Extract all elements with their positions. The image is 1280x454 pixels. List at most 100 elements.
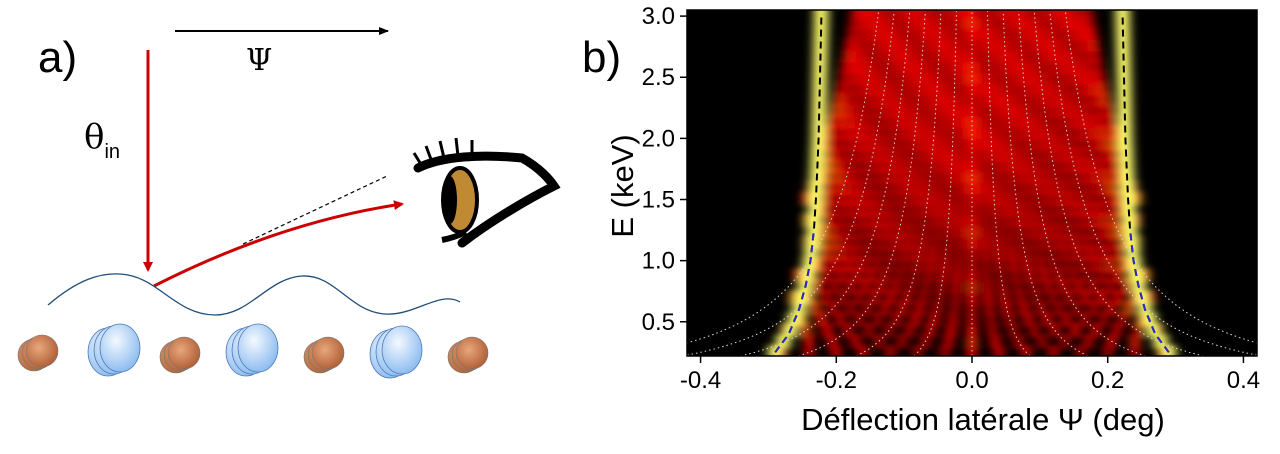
heatmap-plot [687,10,1257,356]
heatmap-cell [838,290,847,305]
heatmap-cell [967,180,977,195]
heatmap-cell [885,213,894,228]
heatmap-cell [1072,125,1081,140]
heatmap-cell [995,114,1005,129]
heatmap-cell [921,279,931,294]
heatmap-cell [927,26,937,41]
theta-in-label: θin [84,117,120,163]
heatmap-cell [1028,158,1038,173]
heatmap-cell [1054,301,1064,316]
heatmap-cell [1088,26,1096,41]
heatmap-cell [866,114,874,129]
heatmap-cell [891,125,901,140]
heatmap-cell [842,202,851,217]
heatmap-cell [919,136,929,151]
heatmap-cell [1120,279,1129,294]
heatmap-cell [991,37,1002,52]
heatmap-cell [882,224,891,239]
heatmap-cell [975,81,986,96]
heatmap-cell [951,279,962,294]
heatmap-cell [933,202,943,217]
heatmap-cell [803,213,811,228]
heatmap-cell [967,48,977,63]
heatmap-cell [901,246,911,261]
heatmap-cell [863,169,872,184]
heatmap-cell [798,312,807,327]
heatmap-cell [1137,312,1146,327]
heatmap-cell [939,257,950,272]
heatmap-cell [846,37,854,52]
rainbow-intensity-cell [1117,92,1132,107]
heatmap-cell [967,323,977,338]
heatmap-cell [938,268,948,283]
atom-row [17,323,489,379]
heatmap-cell [815,279,824,294]
heatmap-cell [923,81,933,96]
heatmap-cell [941,70,951,85]
heatmap-cell [998,169,1009,184]
heatmap-cell [997,147,1007,162]
heatmap-cell [1107,235,1116,250]
heatmap-cell [1030,10,1039,19]
heatmap-cell [1033,37,1042,52]
diffraction-order-curve [798,11,926,356]
heatmap-cell [915,81,924,96]
heatmap-cell [1025,136,1035,151]
heatmap-cell [1096,180,1105,195]
heatmap-cell [844,48,852,63]
heatmap-cell [1041,37,1050,52]
heatmap-cell [823,246,831,261]
rainbow-angle-lines [774,16,1170,353]
heatmap-cell [1022,257,1032,272]
heatmap-cell [1113,246,1121,261]
heatmap-cell [1010,70,1020,85]
heatmap-cell [1086,246,1095,261]
heatmap-cell [931,213,942,228]
heatmap-cell [1012,92,1022,107]
heatmap-cell [999,15,1009,30]
heatmap-cell [1109,213,1118,228]
heatmap-cell [922,103,932,118]
heatmap-cell [868,48,877,63]
heatmap-cell [947,136,958,151]
heatmap-cell [866,268,876,283]
heatmap-cell [942,48,952,63]
heatmap-cell [941,235,952,250]
rainbow-intensity-cell [812,92,827,107]
heatmap-cell [943,26,953,41]
heatmap-cell [1055,136,1064,151]
heatmap-cell [789,290,798,305]
heatmap-cell [907,70,917,85]
heatmap-cell [871,180,880,195]
heatmap-cell [1089,301,1098,316]
heatmap-cell [1099,81,1107,96]
x-tick-label: -0.2 [816,367,857,394]
heatmap-cell [1074,37,1082,52]
heatmap-cell [905,323,915,338]
heatmap-cell [848,26,856,41]
heatmap-cell [938,136,948,151]
heatmap-cell [1102,224,1110,239]
heatmap-cell [1073,213,1083,228]
heatmap-cell [957,147,967,162]
heatmap-cell [1020,246,1030,261]
eye-icon [412,137,561,248]
heatmap-cell [1090,37,1098,52]
heatmap-cell [1013,114,1023,129]
heatmap-cell [914,246,924,261]
heatmap-cell [901,48,910,63]
heatmap-cell [1042,48,1051,63]
heatmap-cell [820,202,828,217]
heatmap-cell [1004,312,1015,327]
heatmap-cell [979,235,990,250]
heatmap-cell [1081,81,1090,96]
heatmap-cell [939,114,949,129]
heatmap-cell [956,191,966,206]
heatmap-cell [1017,147,1027,162]
heatmap-cell [904,103,913,118]
heatmap-cell [1086,59,1094,74]
heatmap-cell [826,213,835,228]
heatmap-cell [1048,345,1059,356]
heatmap-cell [933,59,943,74]
heatmap-cell [1023,312,1034,327]
